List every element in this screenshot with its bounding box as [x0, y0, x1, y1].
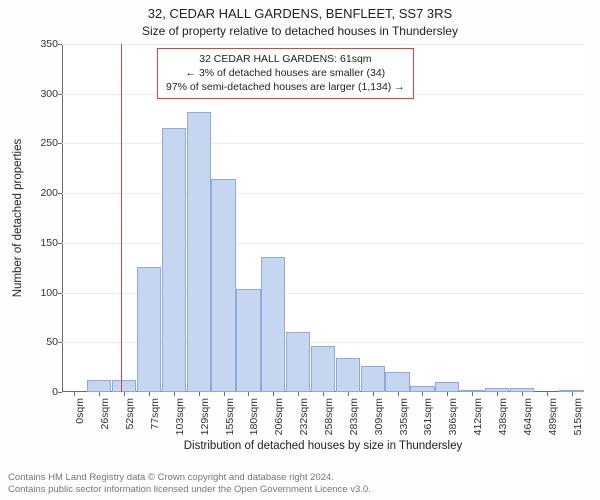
x-tick-label: 309sqm [373, 398, 385, 435]
plot-area: 32 CEDAR HALL GARDENS: 61sqm ← 3% of det… [62, 44, 584, 392]
marker-line [121, 44, 122, 392]
y-tick-mark [58, 94, 62, 95]
y-tick-mark [58, 392, 62, 393]
x-tick-label: 412sqm [472, 398, 484, 435]
histogram-bar [336, 358, 360, 392]
x-tick-label: 52sqm [124, 398, 136, 430]
x-tick-mark [373, 392, 374, 396]
x-tick-mark [124, 392, 125, 396]
x-tick-label: 180sqm [248, 398, 260, 435]
x-tick-label: 206sqm [273, 398, 285, 435]
x-tick-label: 335sqm [398, 398, 410, 435]
x-tick-mark [99, 392, 100, 396]
x-tick-mark [447, 392, 448, 396]
y-tick-mark [58, 44, 62, 45]
x-tick-mark [199, 392, 200, 396]
x-tick-label: 258sqm [323, 398, 335, 435]
chart-subtitle: Size of property relative to detached ho… [0, 24, 600, 38]
x-tick-mark [174, 392, 175, 396]
y-tick-label: 150 [20, 237, 58, 249]
histogram-bar [236, 289, 260, 392]
x-tick-mark [323, 392, 324, 396]
histogram-bar [211, 179, 235, 392]
y-tick-mark [58, 342, 62, 343]
y-axis-line [62, 44, 63, 392]
x-tick-mark [572, 392, 573, 396]
x-tick-label: 386sqm [447, 398, 459, 435]
gridline [62, 193, 584, 194]
chart-title: 32, CEDAR HALL GARDENS, BENFLEET, SS7 3R… [0, 6, 600, 21]
x-tick-label: 232sqm [298, 398, 310, 435]
annotation-box: 32 CEDAR HALL GARDENS: 61sqm ← 3% of det… [157, 48, 414, 99]
x-tick-mark [248, 392, 249, 396]
attribution-text: Contains HM Land Registry data © Crown c… [8, 472, 592, 496]
gridline [62, 143, 584, 144]
y-tick-mark [58, 293, 62, 294]
annotation-line-2: ← 3% of detached houses are smaller (34) [166, 66, 405, 80]
x-tick-mark [497, 392, 498, 396]
y-tick-label: 0 [20, 386, 58, 398]
histogram-bar [435, 382, 459, 392]
x-tick-mark [522, 392, 523, 396]
x-tick-mark [398, 392, 399, 396]
x-tick-label: 438sqm [497, 398, 509, 435]
y-tick-label: 350 [20, 38, 58, 50]
property-size-chart: 32, CEDAR HALL GARDENS, BENFLEET, SS7 3R… [0, 0, 600, 500]
x-tick-label: 283sqm [348, 398, 360, 435]
histogram-bar [361, 366, 385, 392]
x-tick-label: 155sqm [224, 398, 236, 435]
x-tick-label: 489sqm [547, 398, 559, 435]
y-tick-mark [58, 143, 62, 144]
x-tick-mark [422, 392, 423, 396]
gridline [62, 44, 584, 45]
x-tick-mark [224, 392, 225, 396]
x-tick-label: 515sqm [572, 398, 584, 435]
y-tick-label: 200 [20, 187, 58, 199]
x-tick-label: 103sqm [174, 398, 186, 435]
attribution-line-2: Contains public sector information licen… [8, 484, 592, 496]
attribution-line-1: Contains HM Land Registry data © Crown c… [8, 472, 592, 484]
x-tick-mark [273, 392, 274, 396]
histogram-bar [311, 346, 335, 392]
y-axis-label: Number of detached properties [12, 139, 24, 298]
histogram-bar [187, 112, 211, 392]
histogram-bar [286, 332, 310, 392]
histogram-bar [137, 267, 161, 392]
histogram-bar [112, 380, 136, 392]
y-tick-mark [58, 243, 62, 244]
y-tick-label: 100 [20, 287, 58, 299]
x-tick-label: 361sqm [422, 398, 434, 435]
histogram-bar [162, 128, 186, 392]
histogram-bar [261, 257, 285, 392]
x-axis-label: Distribution of detached houses by size … [62, 440, 584, 452]
y-tick-label: 50 [20, 336, 58, 348]
x-tick-label: 77sqm [149, 398, 161, 430]
x-tick-mark [472, 392, 473, 396]
histogram-bar [87, 380, 111, 392]
x-tick-mark [149, 392, 150, 396]
x-tick-mark [348, 392, 349, 396]
x-tick-mark [298, 392, 299, 396]
y-tick-label: 250 [20, 137, 58, 149]
gridline [62, 243, 584, 244]
x-tick-mark [547, 392, 548, 396]
x-tick-label: 26sqm [99, 398, 111, 430]
y-tick-mark [58, 193, 62, 194]
x-tick-label: 129sqm [199, 398, 211, 435]
annotation-line-3: 97% of semi-detached houses are larger (… [166, 80, 405, 94]
y-tick-label: 300 [20, 88, 58, 100]
x-tick-mark [74, 392, 75, 396]
x-tick-label: 0sqm [74, 398, 86, 424]
annotation-line-1: 32 CEDAR HALL GARDENS: 61sqm [166, 52, 405, 66]
x-tick-label: 464sqm [522, 398, 534, 435]
histogram-bar [385, 372, 409, 392]
